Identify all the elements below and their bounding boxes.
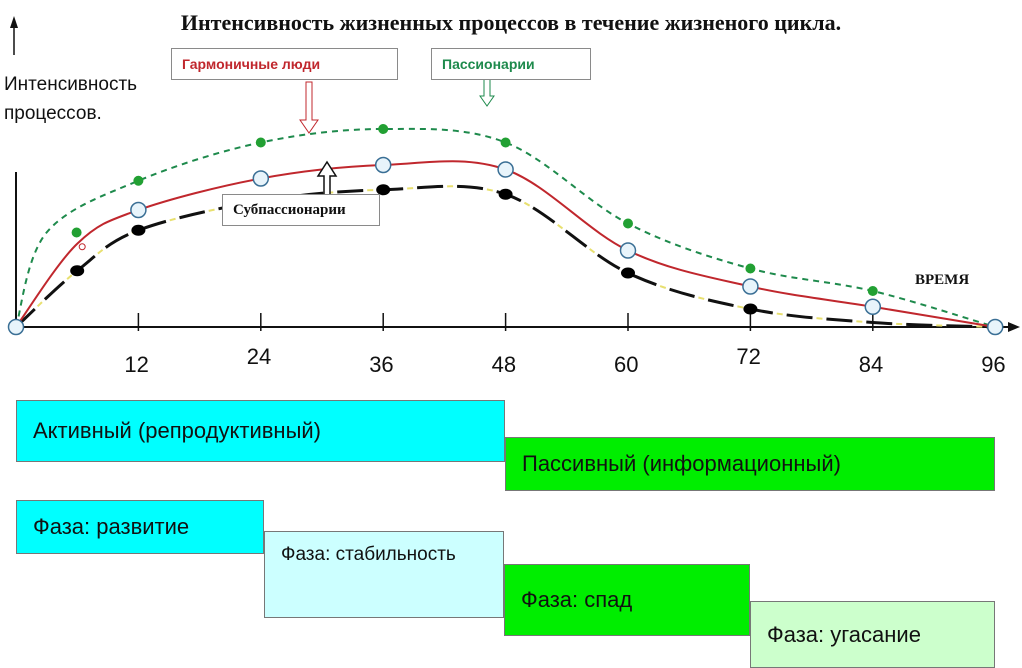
- y-axis-arrow-icon: [10, 16, 18, 28]
- passionary-line: [15, 127, 996, 328]
- subpassionary-point: [131, 224, 146, 236]
- harmonious-point: [252, 170, 270, 187]
- x-tick-label: 96: [981, 352, 1006, 377]
- subpassionary-point: [743, 303, 758, 315]
- x-axis-label: ВРЕМЯ: [915, 272, 970, 288]
- phase-stability-bar: Фаза: стабильность: [264, 531, 504, 618]
- phase-decline-bar: Фаза: спад: [504, 564, 750, 636]
- phase-fading-bar: Фаза: угасание: [750, 601, 995, 668]
- harmonious-point: [497, 161, 514, 178]
- legend-passionary: Пассионарии: [431, 48, 591, 80]
- subpassionary-pointer-icon: [316, 160, 338, 197]
- x-axis-arrow-icon: [1008, 322, 1020, 332]
- y-axis-label: Интенсивность процессов.: [4, 70, 137, 128]
- harmonious-point: [374, 156, 392, 174]
- series-layer: [7, 124, 1004, 336]
- passionary-point: [745, 263, 756, 274]
- chart-axes: [10, 16, 1020, 332]
- legend-harmonious: Гармоничные люди: [171, 48, 398, 80]
- subpassionary-point: [498, 188, 513, 200]
- harmonious-point: [742, 278, 759, 295]
- x-tick-marks: [137, 313, 874, 331]
- harmonious-point: [864, 298, 882, 315]
- passionary-point: [255, 137, 266, 148]
- passionary-point: [71, 227, 82, 238]
- origin-point: [7, 318, 25, 336]
- passionary-point: [867, 286, 878, 296]
- passionary-point: [500, 137, 511, 148]
- y-axis-label-line-2: процессов.: [4, 103, 102, 124]
- subpassionary-point: [621, 267, 635, 279]
- x-tick-label: 12: [124, 352, 149, 377]
- x-tick-label: 84: [858, 352, 884, 377]
- subpassionary-line: [15, 185, 996, 328]
- subpassionary-point: [376, 184, 391, 196]
- period-active-bar: Активный (репродуктивный): [16, 400, 505, 462]
- x-tick-label: 36: [369, 352, 394, 377]
- harmonious-point: [986, 318, 1004, 336]
- x-tick-label: 48: [491, 352, 517, 377]
- y-axis-label-line-1: Интенсивность: [4, 74, 138, 95]
- period-passive-bar: Пассивный (информационный): [505, 437, 995, 491]
- subpassionary-dash-line: [14, 184, 996, 329]
- chart-title: Интенсивность жизненных процессов в тече…: [180, 10, 842, 35]
- harmonious-line: [15, 160, 996, 328]
- x-tick-label: 24: [246, 344, 272, 369]
- legend-subpassionary: Субпассионарии: [222, 194, 380, 226]
- passionary-point: [378, 124, 389, 134]
- harmonious-point: [78, 243, 86, 251]
- harmonious-pointer-icon: [299, 81, 319, 134]
- x-tick-label: 72: [736, 344, 761, 369]
- harmonious-point: [619, 242, 637, 259]
- legend-pointers: [299, 77, 495, 197]
- phase-development-bar: Фаза: развитие: [16, 500, 264, 554]
- x-tick-label: 60: [614, 352, 639, 377]
- passionary-pointer-icon: [479, 77, 495, 107]
- harmonious-point: [130, 201, 147, 219]
- passionary-point: [623, 218, 633, 229]
- subpassionary-point: [70, 265, 85, 277]
- passionary-point: [133, 175, 144, 186]
